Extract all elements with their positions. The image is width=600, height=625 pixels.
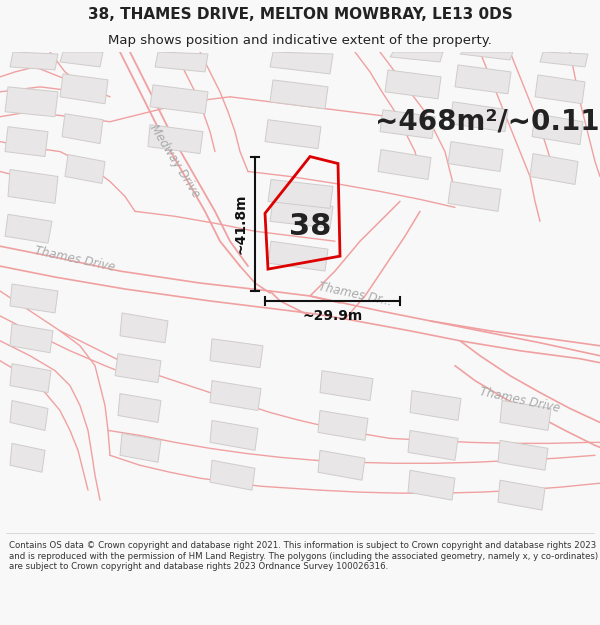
Polygon shape [408, 431, 458, 460]
Polygon shape [385, 70, 441, 99]
Polygon shape [210, 381, 261, 411]
Polygon shape [150, 85, 208, 114]
Text: ~468m²/~0.116ac.: ~468m²/~0.116ac. [375, 107, 600, 136]
Polygon shape [60, 52, 103, 67]
Polygon shape [320, 371, 373, 401]
Polygon shape [532, 114, 583, 144]
Polygon shape [120, 433, 161, 462]
Polygon shape [10, 284, 58, 313]
Polygon shape [460, 52, 513, 60]
Text: Thames Dr...: Thames Dr... [317, 280, 393, 308]
Text: ~41.8m: ~41.8m [233, 194, 247, 254]
Polygon shape [410, 391, 461, 421]
Polygon shape [498, 480, 545, 510]
Polygon shape [530, 154, 578, 184]
Polygon shape [65, 154, 105, 184]
Polygon shape [10, 52, 58, 70]
Polygon shape [10, 401, 48, 431]
Text: 38: 38 [289, 212, 331, 241]
Polygon shape [268, 241, 328, 271]
Polygon shape [115, 354, 161, 382]
Text: Thames Drive: Thames Drive [479, 386, 562, 416]
Polygon shape [265, 120, 321, 149]
Text: Map shows position and indicative extent of the property.: Map shows position and indicative extent… [108, 34, 492, 47]
Polygon shape [155, 52, 208, 72]
Polygon shape [10, 364, 51, 392]
Polygon shape [455, 65, 511, 94]
Text: Medway Drive: Medway Drive [147, 122, 203, 201]
Polygon shape [500, 401, 551, 431]
Polygon shape [268, 179, 333, 208]
Polygon shape [318, 411, 368, 441]
Polygon shape [378, 149, 431, 179]
Polygon shape [210, 339, 263, 367]
Text: 38, THAMES DRIVE, MELTON MOWBRAY, LE13 0DS: 38, THAMES DRIVE, MELTON MOWBRAY, LE13 0… [88, 7, 512, 22]
Text: ~29.9m: ~29.9m [302, 309, 362, 323]
Polygon shape [270, 52, 333, 74]
Polygon shape [5, 214, 52, 243]
Polygon shape [448, 142, 503, 171]
Polygon shape [318, 451, 365, 480]
Polygon shape [118, 394, 161, 422]
Polygon shape [450, 102, 508, 132]
Polygon shape [148, 125, 203, 154]
Polygon shape [5, 87, 58, 117]
Polygon shape [408, 470, 455, 500]
Text: Contains OS data © Crown copyright and database right 2021. This information is : Contains OS data © Crown copyright and d… [9, 541, 598, 571]
Polygon shape [540, 52, 588, 67]
Polygon shape [8, 169, 58, 203]
Polygon shape [10, 443, 45, 472]
Polygon shape [210, 421, 258, 451]
Polygon shape [390, 52, 443, 62]
Polygon shape [10, 324, 53, 352]
Polygon shape [270, 80, 328, 109]
Polygon shape [448, 181, 501, 211]
Polygon shape [120, 313, 168, 342]
Polygon shape [62, 114, 103, 144]
Polygon shape [535, 75, 585, 104]
Polygon shape [380, 110, 435, 139]
Polygon shape [210, 460, 255, 490]
Polygon shape [270, 199, 333, 228]
Polygon shape [60, 74, 108, 104]
Text: Thames Drive: Thames Drive [34, 244, 116, 274]
Polygon shape [5, 127, 48, 156]
Polygon shape [498, 441, 548, 470]
